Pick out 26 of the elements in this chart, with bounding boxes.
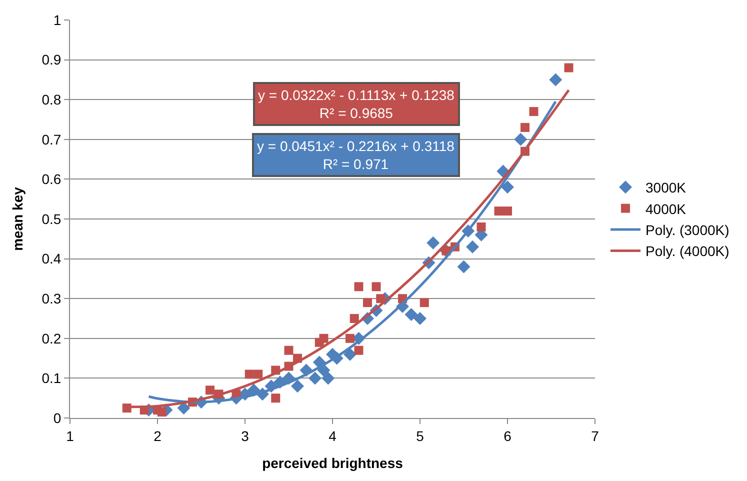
x-tick-label: 7 (591, 428, 600, 444)
y-tick-label: 0.8 (42, 92, 62, 108)
x-tick-label: 3 (241, 428, 250, 444)
x-tick-label: 1 (66, 428, 74, 444)
y-tick-label: 0.6 (42, 171, 62, 188)
x-tick-label: 6 (504, 428, 512, 444)
y-tick-label: 0.7 (42, 131, 62, 148)
x-tick-label: 5 (416, 428, 424, 444)
y-tick-label: 0.5 (42, 210, 62, 227)
y-tick-label: 0.2 (42, 330, 62, 346)
y-tick-label: 0.3 (42, 290, 62, 306)
annotation: y = 0.0322x² - 0.1113x + 0.1238 R² = 0.9685 (258, 87, 455, 122)
y-tick-label: 0.1 (42, 370, 62, 386)
legend-label: Poly. (3000K) (646, 222, 730, 238)
y-tick-label: 0 (53, 410, 62, 426)
y-axis-title: mean key (9, 186, 26, 251)
x-tick-label: 4 (328, 428, 337, 444)
x-axis-title: perceived brightness (262, 455, 404, 472)
y-tick-label: 1 (53, 12, 62, 28)
y-tick-label: 0.9 (42, 52, 62, 68)
y-tick-label: 0.4 (42, 250, 62, 267)
legend-label: 4000K (646, 200, 687, 217)
annotation: y = 0.0451x² - 0.2216x + 0.3118 R² = 0.971 (257, 138, 455, 172)
legend-label: Poly. (4000K) (646, 243, 730, 260)
x-tick-label: 2 (154, 428, 162, 444)
legend-label: 3000K (646, 180, 687, 196)
